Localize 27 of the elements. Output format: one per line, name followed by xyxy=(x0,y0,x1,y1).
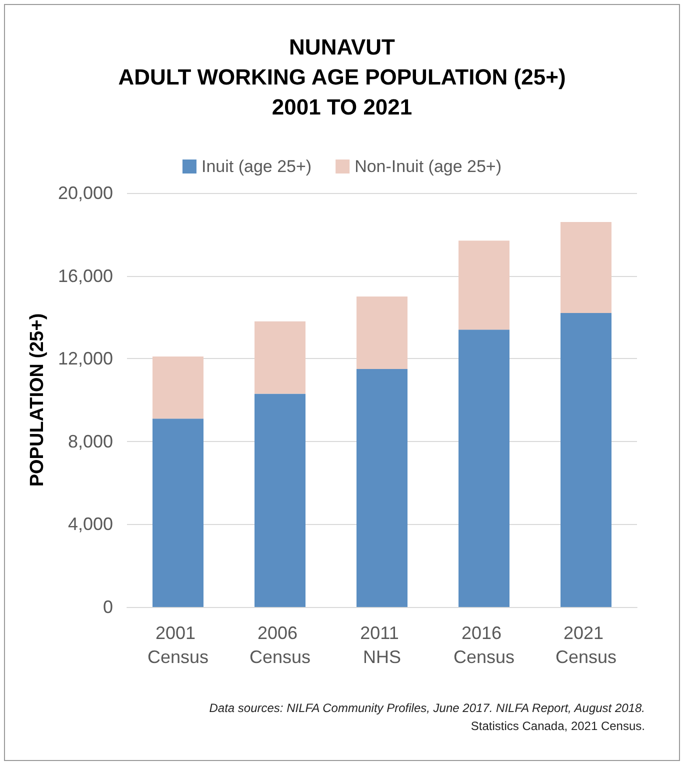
x-tick-label: 2006 Census xyxy=(249,623,311,667)
text: Statistics Canada, 2021 Census. xyxy=(470,719,645,733)
bar xyxy=(152,356,204,419)
bar xyxy=(458,240,510,330)
x-tick-label: 2016 Census xyxy=(453,623,515,667)
bar xyxy=(356,296,408,369)
bar xyxy=(458,330,510,607)
bar xyxy=(254,321,306,394)
y-axis-title: POPULATION (25+) xyxy=(27,313,48,487)
bar xyxy=(560,222,612,314)
y-tick-label: 20,000 xyxy=(58,183,113,203)
y-tick-label: 16,000 xyxy=(58,266,113,286)
legend-label: Inuit (age 25+) xyxy=(201,157,312,176)
x-tick-label: 2021 Census xyxy=(555,623,617,667)
chart-title: NUNAVUT ADULT WORKING AGE POPULATION (25+) 2001 TO 2021 xyxy=(118,34,566,120)
y-tick-label: 0 xyxy=(102,597,113,617)
text: Data sources: NILFA Community Profiles, June 2017. NILFA Report, August 2018. xyxy=(209,701,645,715)
bar xyxy=(152,418,204,607)
y-tick-label: 4,000 xyxy=(68,514,113,534)
bar xyxy=(356,368,408,607)
bar xyxy=(254,394,306,607)
x-tick-label: 2001 Census xyxy=(147,623,209,667)
x-tick-label: 2011 NHS xyxy=(360,623,404,667)
legend-label: Non-Inuit (age 25+) xyxy=(354,157,502,176)
bar xyxy=(560,313,612,607)
y-tick-label: 8,000 xyxy=(68,431,113,452)
y-tick-label: 12,000 xyxy=(58,348,113,369)
